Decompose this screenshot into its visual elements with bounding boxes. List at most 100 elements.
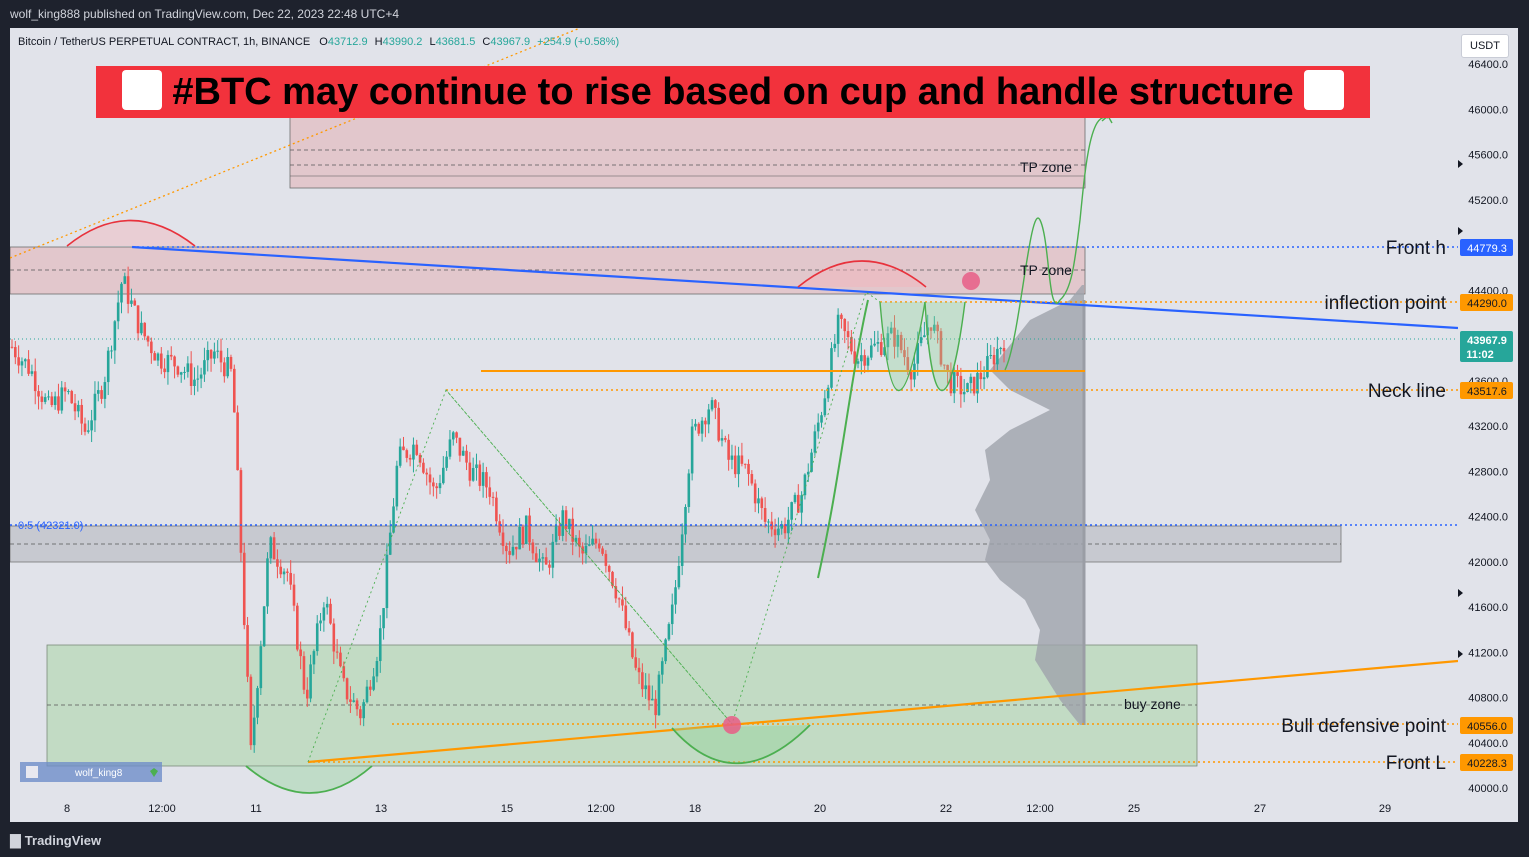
candle-body xyxy=(17,357,20,366)
candle-body xyxy=(956,372,959,376)
candle-body xyxy=(654,698,657,716)
candle-body xyxy=(860,355,863,362)
candle-body xyxy=(169,354,173,357)
candle-body xyxy=(256,688,259,718)
candle-body xyxy=(412,444,415,460)
candle-body xyxy=(378,628,382,662)
candle-body xyxy=(203,360,206,375)
candle-body xyxy=(730,455,734,460)
candle-body xyxy=(495,497,498,522)
candle-body xyxy=(242,552,246,626)
tv-logo-icon: ▇ xyxy=(10,832,21,848)
candle-body xyxy=(538,558,541,563)
fib-label: 0.5 (42321.0) xyxy=(18,520,83,532)
y-tick-label: 46000.0 xyxy=(1468,104,1508,116)
currency-button[interactable]: USDT xyxy=(1461,34,1509,58)
descending-trendline[interactable] xyxy=(131,245,1458,330)
candle-body xyxy=(133,300,137,306)
candle-body xyxy=(929,327,933,331)
level-label-front-h: Front h xyxy=(1386,238,1446,259)
title-banner: #BTC may continue to rise based on cup a… xyxy=(96,66,1370,118)
candle-body xyxy=(780,524,784,529)
candle-body xyxy=(571,518,574,542)
candle-body xyxy=(747,463,750,475)
candle-body xyxy=(269,537,273,559)
candle-body xyxy=(319,620,322,624)
top-marker-circle xyxy=(962,272,980,290)
candle-body xyxy=(80,404,83,424)
candle-body xyxy=(468,462,472,481)
candle-body xyxy=(150,341,153,354)
candle-body xyxy=(651,698,654,701)
candle-body xyxy=(684,507,687,535)
candle-body xyxy=(349,699,352,702)
candle-body xyxy=(20,361,24,366)
candle-body xyxy=(123,276,127,284)
candle-body xyxy=(485,472,488,488)
ascending-trendline[interactable] xyxy=(307,659,1458,764)
candle-body xyxy=(372,676,375,690)
candle-body xyxy=(551,541,555,568)
candle-body xyxy=(810,452,813,472)
candle-body xyxy=(315,623,319,652)
candle-body xyxy=(820,415,823,423)
x-tick-label: 15 xyxy=(501,803,513,815)
candle-body xyxy=(916,343,920,364)
symbol-legend[interactable]: Bitcoin / TetherUS PERPETUAL CONTRACT, 1… xyxy=(18,36,619,48)
candle-body xyxy=(405,450,409,458)
candle-body xyxy=(219,350,223,363)
level-label-neck: Neck line xyxy=(1368,381,1446,402)
candle-body xyxy=(972,376,976,394)
candle-body xyxy=(863,355,866,366)
candle-body xyxy=(422,462,425,473)
tradingview-logo[interactable]: ▇ TradingView xyxy=(10,832,101,849)
candle-body xyxy=(292,584,296,606)
candle-body xyxy=(67,391,70,393)
candle-body xyxy=(189,363,193,387)
candles xyxy=(10,266,1006,753)
candle-body xyxy=(239,470,243,553)
tp-zone-lower xyxy=(10,246,1086,295)
author-watermark xyxy=(20,762,162,782)
candle-body xyxy=(617,598,621,600)
candle-body xyxy=(309,664,312,699)
candle-body xyxy=(163,368,166,373)
ohlc-close: 43967.9 xyxy=(490,36,530,48)
left-shoulder-arc xyxy=(66,219,196,247)
candle-body xyxy=(830,348,833,388)
candle-body xyxy=(919,337,923,344)
candle-body xyxy=(896,334,900,347)
candle-body xyxy=(816,422,820,432)
candle-body xyxy=(448,439,452,457)
candle-body xyxy=(856,361,860,364)
candle-body xyxy=(103,382,107,399)
candle-body xyxy=(750,474,754,484)
candle-body xyxy=(140,322,143,334)
candle-body xyxy=(803,474,807,496)
candle-body xyxy=(558,526,561,536)
candle-body xyxy=(232,368,236,413)
publish-line: wolf_king888 published on TradingView.co… xyxy=(10,7,400,21)
candle-body xyxy=(415,444,419,455)
candle-body xyxy=(435,486,438,489)
candle-body xyxy=(554,526,558,542)
time-axis[interactable] xyxy=(10,794,1518,822)
candle-body xyxy=(136,305,140,334)
candle-body xyxy=(969,376,973,384)
candle-body xyxy=(53,396,57,406)
y-tick-label: 40000.0 xyxy=(1468,783,1508,795)
candle-body xyxy=(57,396,60,411)
candle-body xyxy=(451,432,455,440)
y-tick-label: 40800.0 xyxy=(1468,693,1508,705)
candle-body xyxy=(183,371,186,373)
candle-body xyxy=(942,364,946,366)
x-tick-label: 12:00 xyxy=(148,803,176,815)
candle-body xyxy=(724,438,727,440)
watermark-chart-icon xyxy=(26,766,38,778)
candle-body xyxy=(604,553,608,566)
candle-body xyxy=(982,377,986,380)
candle-body xyxy=(647,685,651,701)
bar-chart-icon xyxy=(121,70,162,110)
price-axis[interactable] xyxy=(1458,28,1518,794)
